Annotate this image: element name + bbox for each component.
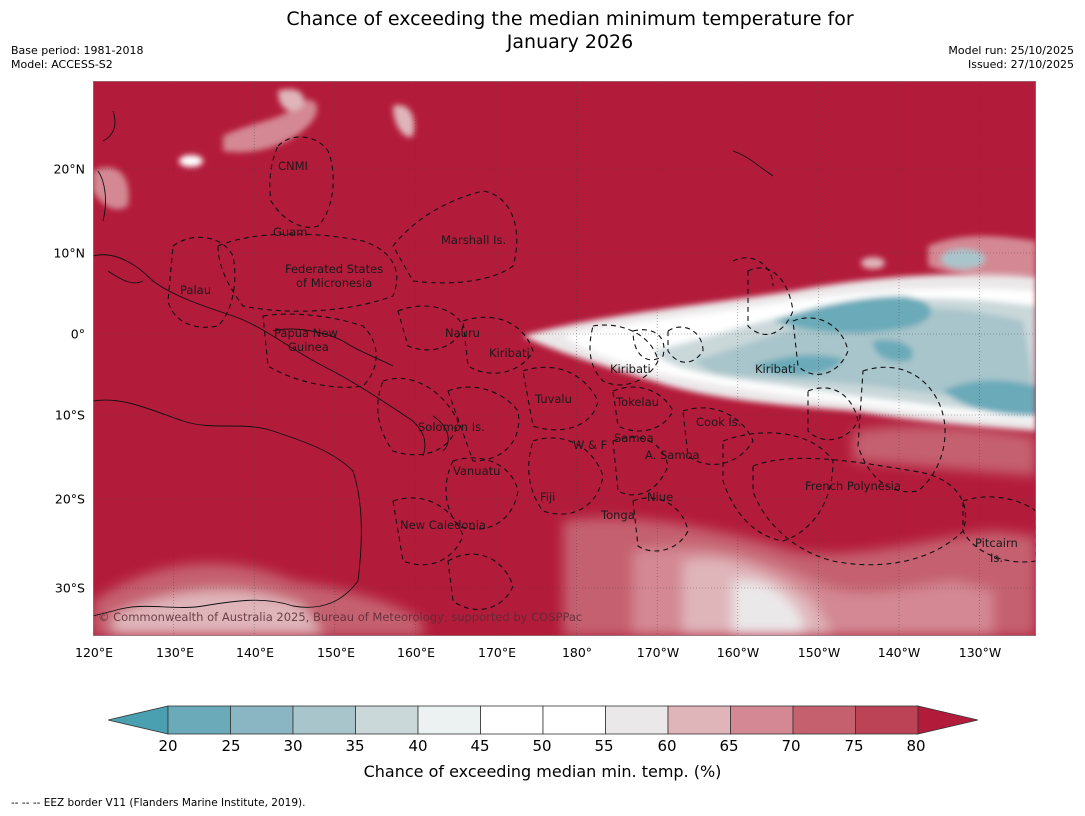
lat-label-30s: 30°S [54, 580, 85, 596]
colorbar-segment [230, 705, 294, 735]
label-new-caledonia: New Caledonia [400, 518, 486, 532]
lon-label-160w: 160°W [716, 645, 760, 660]
lon-label-140w: 140°W [877, 645, 921, 660]
label-kiribati-west: Kiribati [489, 346, 530, 360]
lon-label-170w: 170°W [636, 645, 680, 660]
label-nauru: Nauru [445, 326, 480, 340]
colorbar-label: Chance of exceeding median min. temp. (%… [363, 762, 722, 781]
eez-borders [167, 136, 1036, 610]
label-cook: Cook Is. [696, 415, 741, 429]
colorbar-tick-40: 40 [408, 737, 428, 755]
label-palau: Palau [180, 283, 211, 297]
colorbar-tick-20: 20 [158, 737, 178, 755]
lat-label-0: 0° [70, 326, 85, 342]
label-kiribati-central: Kiribati [610, 362, 651, 376]
base-period: Base period: 1981-2018 [11, 44, 144, 57]
copyright: © Commonwealth of Australia 2025, Bureau… [98, 610, 582, 624]
colorbar-tick-45: 45 [470, 737, 490, 755]
label-asamoa: A. Samoa [645, 448, 700, 462]
colorbar-tick-75: 75 [844, 737, 864, 755]
colorbar-tick-80: 80 [906, 737, 926, 755]
label-guam: Guam [273, 225, 307, 239]
eez-footnote: -- -- -- EEZ border V11 (Flanders Marine… [11, 797, 306, 809]
colorbar-extend-high [917, 705, 978, 735]
north-pacific-patches [93, 89, 1036, 278]
label-pitcairn-1: Pitcairn [975, 536, 1018, 550]
colorbar-tick-35: 35 [345, 737, 365, 755]
colorbar-tick-70: 70 [781, 737, 801, 755]
lon-label-180: 180° [561, 645, 593, 660]
label-tokelau: Tokelau [615, 395, 659, 409]
model-name: Model: ACCESS-S2 [11, 58, 113, 71]
colorbar-segment [355, 705, 419, 735]
equatorial-cool-tongue [523, 274, 1036, 431]
model-run: Model run: 25/10/2025 [948, 44, 1074, 57]
meta-right: Model run: 25/10/2025 Issued: 27/10/2025 [948, 44, 1074, 72]
label-french-polynesia: French Polynesia [805, 479, 901, 493]
lon-label-150e: 150°E [316, 645, 356, 660]
colorbar-segment [480, 705, 544, 735]
label-png-1: Papua New [274, 326, 338, 340]
label-tonga: Tonga [600, 508, 635, 522]
map-title: Chance of exceeding the median minimum t… [0, 8, 1085, 54]
title-line-1: Chance of exceeding the median minimum t… [286, 8, 854, 30]
colorbar-segment [792, 705, 856, 735]
label-fsm-2: of Micronesia [296, 276, 372, 290]
colorbar-segment [167, 705, 231, 735]
map-frame [93, 81, 1036, 636]
colorbar-tick-60: 60 [657, 737, 677, 755]
label-marshall: Marshall Is. [441, 233, 506, 247]
lon-label-130w: 130°W [958, 645, 1002, 660]
colorbar-segment [542, 705, 606, 735]
label-fiji: Fiji [540, 490, 555, 504]
label-solomon: Solomon Is. [418, 420, 485, 434]
lat-label-10n: 10°N [53, 245, 85, 261]
region-labels: CNMI Guam Palau Federated States of Micr… [180, 159, 1018, 565]
label-niue: Niue [647, 490, 673, 504]
lon-label-170e: 170°E [477, 645, 517, 660]
title-line-2: January 2026 [506, 31, 634, 53]
label-wf: W & F [573, 438, 607, 452]
label-samoa: Samoa [614, 431, 654, 445]
colorbar-tick-30: 30 [283, 737, 303, 755]
label-pitcairn-2: Is. [990, 551, 1003, 565]
colorbar-tick-50: 50 [532, 737, 552, 755]
colorbar-segment [605, 705, 669, 735]
colorbar-segment [855, 705, 919, 735]
meta-left: Base period: 1981-2018 Model: ACCESS-S2 [11, 44, 143, 72]
colorbar [108, 705, 978, 735]
label-fsm-1: Federated States [285, 262, 383, 276]
lat-label-10s: 10°S [54, 407, 85, 423]
lat-label-20n: 20°N [53, 161, 85, 177]
forecast-map: CNMI Guam Palau Federated States of Micr… [93, 81, 1036, 636]
colorbar-segment [417, 705, 481, 735]
label-tuvalu: Tuvalu [534, 392, 572, 406]
lon-label-160e: 160°E [396, 645, 436, 660]
issued-date: Issued: 27/10/2025 [967, 58, 1074, 71]
lon-label-120e: 120°E [74, 645, 114, 660]
label-vanuatu: Vanuatu [453, 464, 500, 478]
lon-label-140e: 140°E [235, 645, 275, 660]
colorbar-segment [667, 705, 731, 735]
lat-label-20s: 20°S [54, 491, 85, 507]
colorbar-tick-65: 65 [719, 737, 739, 755]
colorbar-tick-25: 25 [221, 737, 241, 755]
colorbar-extend-low [108, 705, 169, 735]
colorbar-segment [730, 705, 794, 735]
label-kiribati-east: Kiribati [755, 362, 796, 376]
label-png-2: Guinea [288, 340, 329, 354]
graticule [93, 81, 1036, 636]
label-cnmi: CNMI [278, 159, 308, 173]
colorbar-tick-55: 55 [594, 737, 614, 755]
lon-label-150w: 150°W [797, 645, 841, 660]
lon-label-130e: 130°E [155, 645, 195, 660]
colorbar-segment [292, 705, 356, 735]
